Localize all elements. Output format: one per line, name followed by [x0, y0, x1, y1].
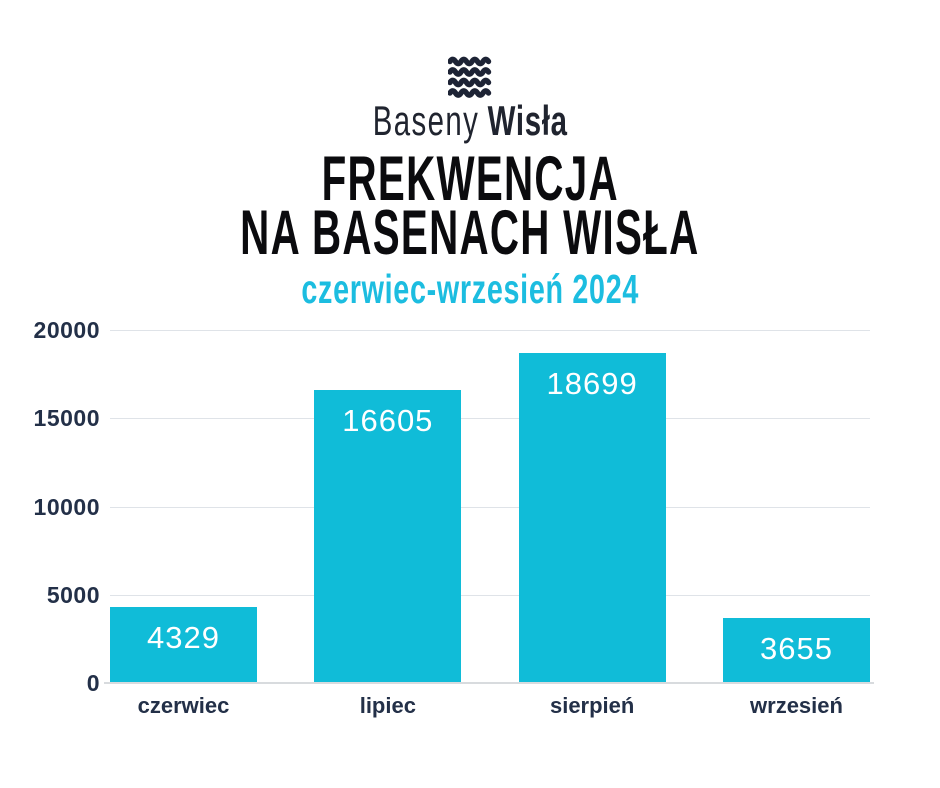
y-tick-label-0: 0 — [86, 670, 100, 696]
x-axis-labels: czerwiec lipiec sierpień wrzesień — [110, 692, 870, 720]
waves-icon — [448, 56, 492, 98]
chart-subtitle: czerwiec-wrzesień 2024 — [301, 266, 639, 312]
bar-wrzesień: 3655 — [722, 618, 870, 683]
x-axis-line — [104, 682, 874, 684]
bars-group: 4329 16605 18699 3655 — [110, 330, 870, 683]
bar-value-label: 4329 — [147, 620, 220, 655]
gridline-15000 — [110, 418, 870, 420]
x-tick-label-wrzesień: wrzesień — [750, 693, 843, 718]
brand-wordmark: Baseny Wisła — [0, 96, 940, 146]
brand-name-light: Baseny — [372, 97, 480, 144]
chart-title-line2: NA BASENACH WISŁA — [240, 198, 700, 268]
bar-lipiec: 16605 — [314, 390, 462, 683]
gridline-20000 — [110, 330, 870, 331]
bar-value-label: 3655 — [760, 631, 833, 666]
y-tick-label-5000: 5000 — [46, 581, 100, 608]
y-tick-label-20000: 20000 — [33, 317, 100, 343]
chart-title-line1: FREKWENCJA — [321, 144, 619, 214]
gridline-10000 — [110, 506, 870, 508]
x-tick-label-lipiec: lipiec — [359, 693, 416, 718]
bar-czerwiec: 4329 — [110, 607, 257, 683]
y-tick-label-15000: 15000 — [33, 405, 100, 432]
bar-sierpień: 18699 — [518, 353, 666, 683]
bar-value-label: 18699 — [546, 366, 638, 401]
plot-area: 4329 16605 18699 3655 — [110, 330, 870, 683]
x-tick-label-czerwiec: czerwiec — [137, 693, 230, 718]
bar-value-label: 16605 — [342, 403, 434, 438]
x-tick-label-sierpień: sierpień — [549, 693, 635, 718]
gridline-5000 — [110, 594, 870, 596]
bar-chart: 4329 16605 18699 3655 0 5000 10000 15000 20000 … — [0, 317, 940, 730]
y-tick-label-10000: 10000 — [33, 493, 100, 520]
brand-name-bold: Wisła — [487, 97, 568, 144]
